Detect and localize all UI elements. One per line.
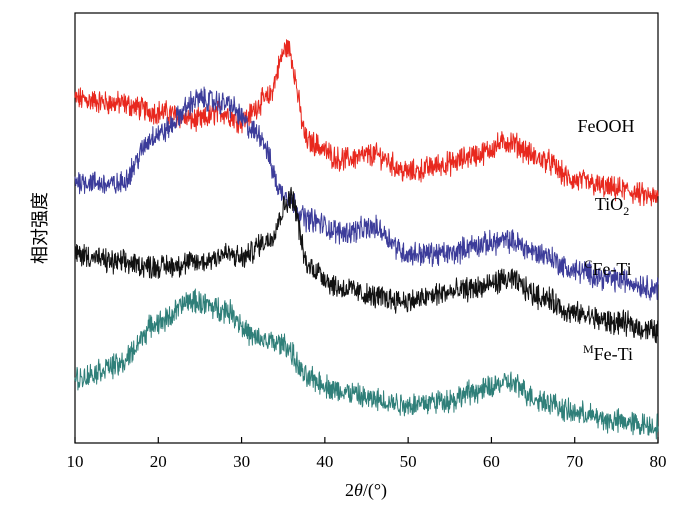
x-axis-title: 2θ/(°)	[345, 480, 387, 501]
plot-frame	[74, 12, 659, 444]
series-layer	[74, 39, 659, 440]
x-tick-label: 60	[483, 452, 500, 471]
series-label: TiO2	[595, 194, 629, 218]
series-labels: FeOOH TiO2 CFe-Ti MFe-Ti	[578, 116, 635, 364]
x-axis-ticks: 10 20 30 40 50 60 70 80	[67, 437, 667, 471]
x-tick-label: 20	[150, 452, 167, 471]
series-line-feooh	[74, 39, 659, 207]
x-tick-label: 40	[316, 452, 333, 471]
x-tick-label: 70	[566, 452, 583, 471]
series-label: MFe-Ti	[583, 342, 633, 364]
x-tick-label: 10	[67, 452, 84, 471]
x-tick-label: 30	[233, 452, 250, 471]
x-tick-label: 50	[400, 452, 417, 471]
x-tick-label: 80	[650, 452, 667, 471]
series-label: CFe-Ti	[584, 257, 631, 279]
y-axis-title: 相对强度	[30, 192, 51, 264]
series-line-cfe-ti	[74, 186, 659, 344]
series-line-mfe-ti	[74, 288, 659, 440]
series-line-tio2	[74, 86, 659, 301]
series-label: FeOOH	[578, 116, 635, 136]
